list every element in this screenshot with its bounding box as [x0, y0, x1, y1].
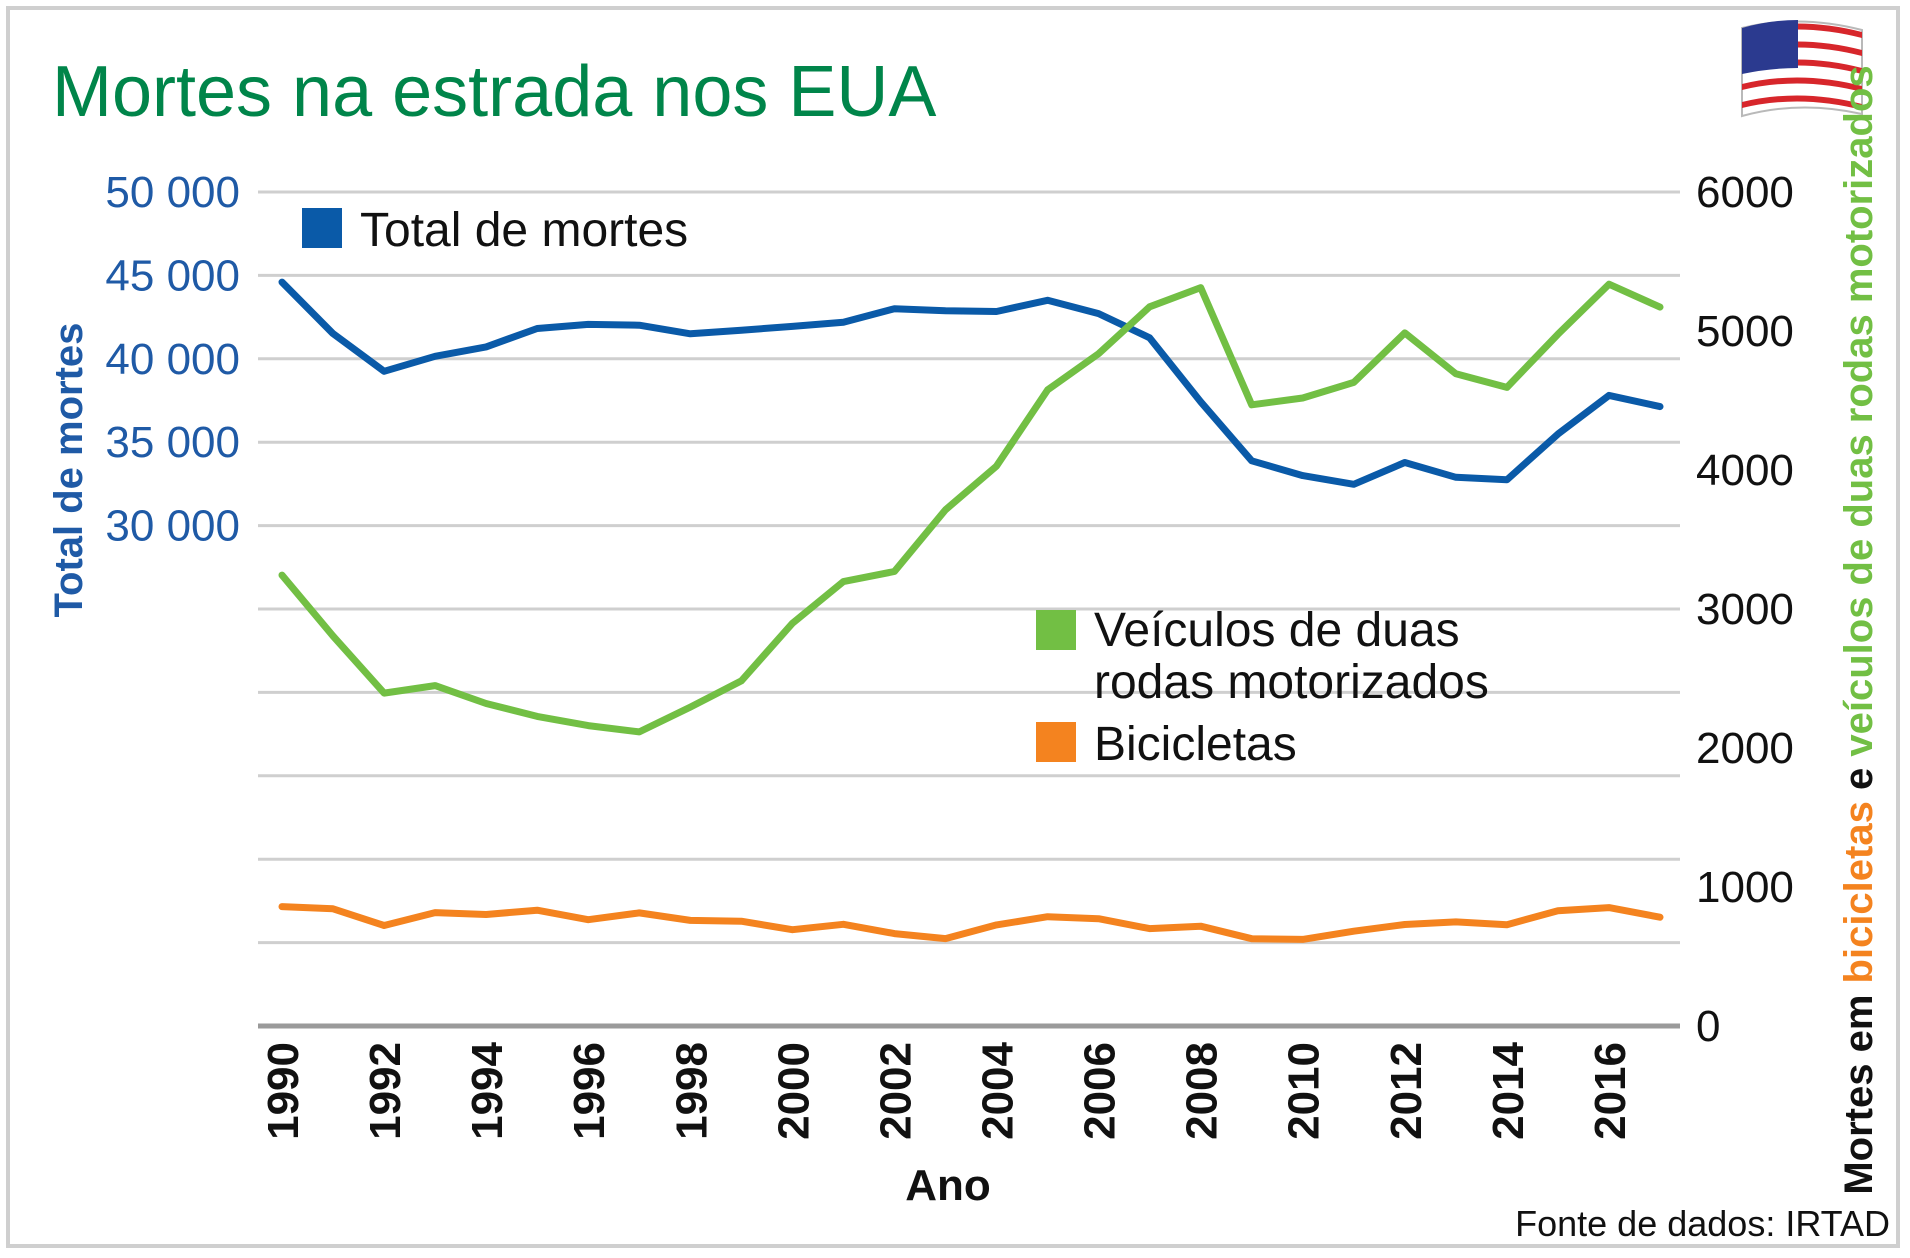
- legend-label-bicycles: Bicicletas: [1094, 718, 1297, 771]
- left-tick-label: 35 000: [105, 418, 240, 467]
- left-tick-label: 30 000: [105, 502, 240, 551]
- right-tick-label: 2000: [1696, 724, 1794, 773]
- x-tick-label: 2004: [974, 1041, 1023, 1139]
- x-axis-ticks: 1990 1992 1994 1996 1998 2000 2002 2004 2006 2008…: [259, 1041, 1635, 1139]
- left-tick-label: 50 000: [105, 168, 240, 217]
- x-tick-label: 2008: [1178, 1042, 1227, 1140]
- right-tick-label: 1000: [1696, 863, 1794, 912]
- chart-title: Mortes na estrada nos EUA: [52, 52, 936, 132]
- y-axis-label-right-part: Mortes em: [1837, 983, 1881, 1194]
- y-axis-label-left: Total de mortes: [47, 323, 91, 618]
- x-tick-label: 1992: [361, 1042, 410, 1140]
- grid-lines: [258, 190, 1680, 1029]
- legend-swatch-bicycles: [1036, 722, 1076, 762]
- x-tick-label: 2016: [1586, 1042, 1635, 1140]
- x-tick-label: 1994: [463, 1041, 512, 1139]
- right-tick-label: 0: [1696, 1002, 1720, 1051]
- series-line-bicicletas: [278, 903, 1664, 943]
- x-tick-label: 1998: [667, 1042, 716, 1140]
- series-lines: [278, 278, 1664, 943]
- x-tick-label: 2012: [1382, 1042, 1431, 1140]
- right-tick-label: 6000: [1696, 168, 1794, 217]
- series-line-ve-culos-de-duas-rodas-motorizados: [278, 280, 1664, 736]
- legend-swatch-total: [302, 208, 342, 248]
- legend-label-total: Total de mortes: [360, 204, 688, 257]
- y-axis-label-right-part: e: [1837, 757, 1881, 801]
- left-tick-label: 40 000: [105, 335, 240, 384]
- right-tick-label: 4000: [1696, 446, 1794, 495]
- source-note: Fonte de dados: IRTAD: [1515, 1203, 1890, 1244]
- x-tick-label: 1990: [259, 1042, 308, 1140]
- x-tick-label: 2006: [1076, 1042, 1125, 1140]
- right-tick-label: 5000: [1696, 307, 1794, 356]
- y-axis-label-right-part: bicicletas: [1837, 801, 1881, 983]
- x-tick-label: 2010: [1280, 1042, 1329, 1140]
- right-tick-label: 3000: [1696, 585, 1794, 634]
- legend-label-motorcycles-line2: rodas motorizados: [1094, 656, 1489, 709]
- x-tick-label: 2014: [1484, 1041, 1533, 1139]
- chart-frame: [6, 6, 1900, 1248]
- left-tick-label: 45 000: [105, 251, 240, 300]
- us-flag-icon: [1741, 20, 1863, 118]
- y-axis-label-right-part: veículos de duas rodas motorizados: [1837, 65, 1881, 756]
- series-line-total-de-mortes: [278, 278, 1664, 488]
- x-tick-label: 2000: [769, 1042, 818, 1140]
- x-axis-label: Ano: [905, 1161, 991, 1210]
- legend-label-motorcycles: Veículos de duas: [1094, 604, 1460, 657]
- right-axis-ticks: 0 1000 2000 3000 4000 5000 6000: [1696, 168, 1794, 1051]
- legend-swatch-motorcycles: [1036, 610, 1076, 650]
- y-axis-label-right: Mortes em bicicletas e veículos de duas …: [1837, 65, 1881, 1194]
- x-tick-label: 2002: [871, 1042, 920, 1140]
- left-axis-ticks: 30 000 35 000 40 000 45 000 50 000: [105, 168, 240, 551]
- x-tick-label: 1996: [565, 1042, 614, 1140]
